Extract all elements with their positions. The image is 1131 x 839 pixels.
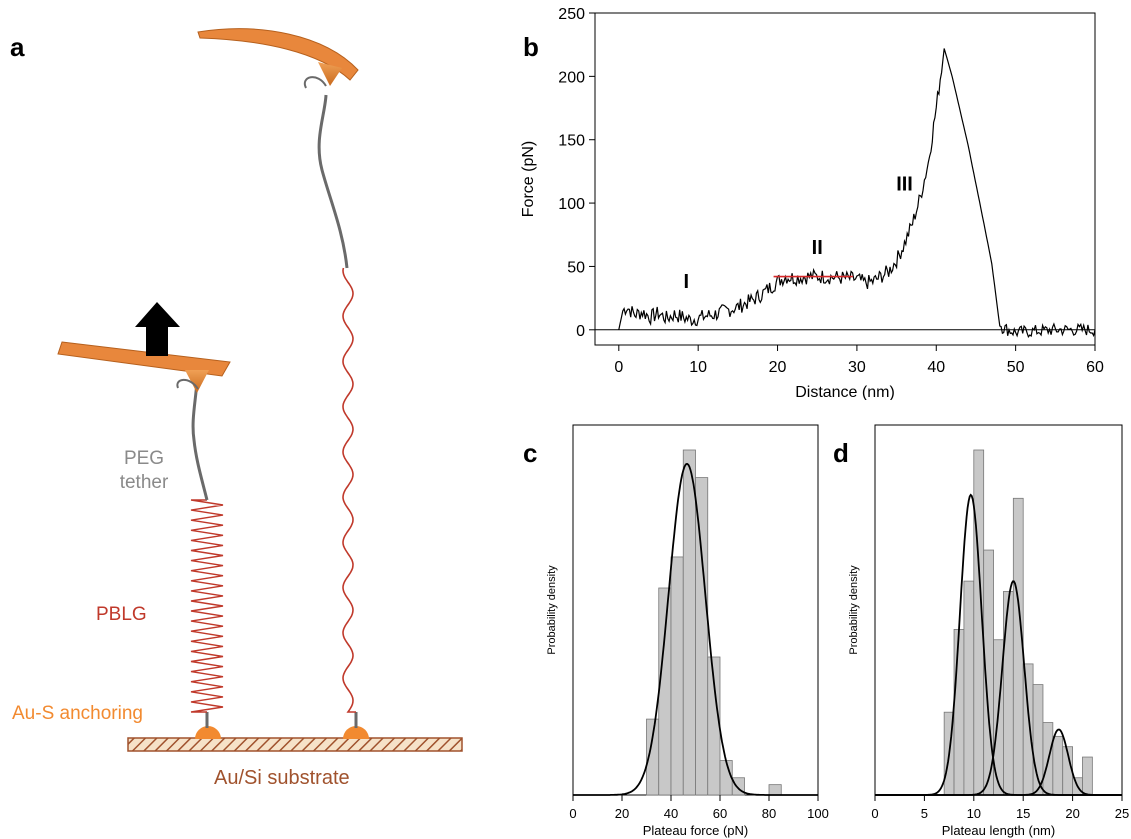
right-tip-hook (303, 76, 327, 89)
peg-label-line1: PEG (123, 448, 165, 469)
peg-label-line2: tether (119, 472, 169, 493)
substrate-label: Au/Si substrate (214, 767, 350, 789)
y-tick-label: 250 (558, 6, 585, 23)
x-tick-label: 5 (921, 806, 928, 821)
y-axis-label: Probability density (546, 565, 558, 655)
histogram-bar (719, 760, 733, 796)
anchor-left (195, 726, 221, 739)
panel-label-c: c (523, 438, 538, 468)
x-tick-label: 20 (1065, 806, 1079, 821)
right-pblg-stretched (342, 267, 356, 713)
x-axis-label: Plateau length (nm) (942, 823, 1055, 838)
gaussian-fit-curve (875, 728, 1122, 796)
x-tick-label: 40 (664, 806, 678, 821)
plot-frame (594, 12, 1096, 346)
histogram-bar (695, 477, 709, 796)
x-tick-label: 80 (762, 806, 776, 821)
plateau-force-histogram: 0 20 40 60 80 100 Plateau force (pN) Probabilit… (546, 424, 829, 838)
x-tick-label: 0 (871, 806, 878, 821)
right-cantilever (197, 28, 359, 81)
x-tick-label: 40 (927, 359, 945, 376)
y-tick-label: 200 (558, 69, 585, 86)
y-tick-label: 100 (558, 196, 585, 213)
x-tick-label: 10 (967, 806, 981, 821)
peg-label: PEG tether (114, 447, 174, 495)
histogram-bar (768, 784, 782, 796)
plateau-length-histogram: 0 5 10 15 20 25 Plateau length (nm) Probability… (848, 424, 1129, 838)
x-axis-label: Distance (nm) (795, 384, 895, 400)
right-peg-tether (317, 94, 349, 269)
left-tip (185, 370, 209, 393)
histogram-bar (1003, 591, 1014, 796)
histogram-bar (670, 556, 684, 796)
histogram-bar (953, 629, 965, 796)
histogram-bar (682, 449, 696, 796)
x-tick-label: 60 (713, 806, 727, 821)
force-distance-chart: 0 10 20 30 40 50 60 0 50 100 150 200 250 Distance (nm… (520, 6, 1104, 400)
y-axis-label: Probability density (848, 565, 860, 655)
pull-up-arrow (135, 302, 180, 356)
x-tick-label: 20 (615, 806, 629, 821)
x-axis-label: Plateau force (pN) (643, 823, 749, 838)
x-tick-label: 10 (689, 359, 707, 376)
x-tick-label: 30 (848, 359, 866, 376)
au-si-substrate (127, 737, 463, 752)
panel-label-b: b (523, 32, 539, 62)
histogram-bar (963, 580, 975, 796)
region-label: II (812, 237, 823, 259)
histogram-bar (658, 587, 672, 796)
x-tick-label: 0 (569, 806, 576, 821)
anchor-right (343, 726, 369, 739)
gaussian-fit-curve (573, 462, 818, 796)
pblg-label: PBLG (96, 604, 147, 625)
histogram-bar (1012, 497, 1024, 796)
x-tick-label: 60 (1086, 359, 1104, 376)
histogram-bar (1022, 663, 1034, 796)
histogram-bar (1082, 756, 1093, 796)
x-tick-label: 25 (1115, 806, 1129, 821)
left-pblg-helix (190, 499, 224, 713)
x-tick-label: 100 (807, 806, 829, 821)
panel-label-a: a (10, 32, 25, 62)
force-trace (618, 48, 1096, 339)
histogram-bar (1052, 735, 1064, 796)
x-tick-label: 15 (1016, 806, 1030, 821)
left-peg-tether (191, 379, 209, 501)
x-tick-label: 0 (614, 359, 623, 376)
y-tick-label: 0 (576, 323, 585, 340)
y-tick-label: 150 (558, 133, 585, 150)
x-tick-label: 50 (1007, 359, 1025, 376)
x-tick-label: 20 (769, 359, 787, 376)
left-tip-hook (176, 378, 199, 390)
y-tick-label: 50 (567, 259, 585, 276)
right-tip (318, 62, 342, 86)
panel-label-d: d (833, 438, 849, 468)
region-label: III (896, 173, 913, 195)
schematic-diagram (57, 28, 463, 752)
anchor-label: Au-S anchoring (12, 703, 143, 724)
region-label: I (683, 271, 689, 293)
left-cantilever (57, 341, 231, 377)
y-axis-label: Force (pN) (520, 141, 537, 217)
